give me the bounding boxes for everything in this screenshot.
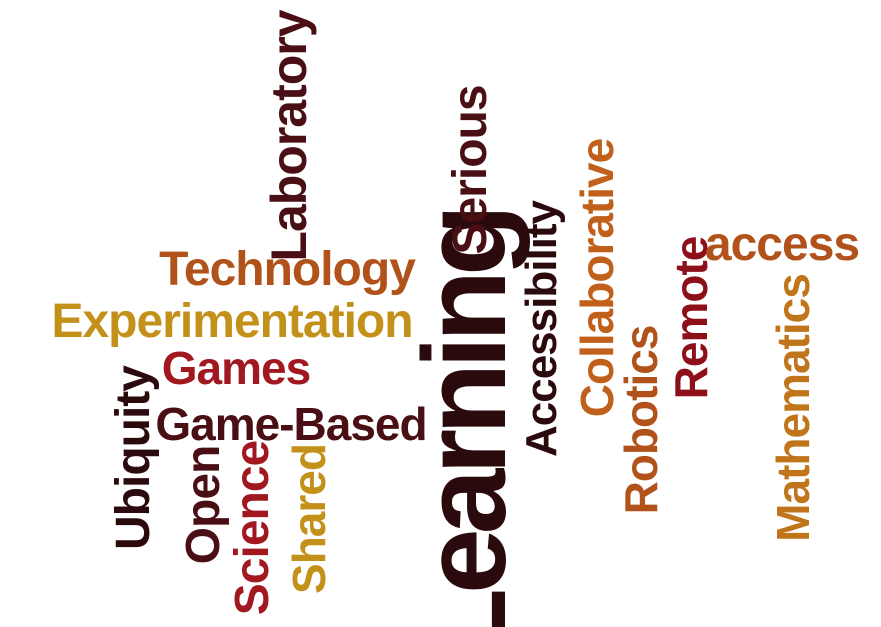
word-technology: Technology <box>159 243 416 296</box>
word-shared: Shared <box>283 444 335 594</box>
word-ubiquity: Ubiquity <box>107 366 160 550</box>
word-mathematics: Mathematics <box>767 274 819 542</box>
word-serious: Serious <box>444 85 497 255</box>
word-laboratory: Laboratory <box>261 10 317 262</box>
word-open: Open <box>177 445 230 565</box>
word-collaborative: Collaborative <box>571 138 623 418</box>
word-accessibility: Accessibility <box>517 200 566 458</box>
word-access: access <box>704 218 860 271</box>
word-science: Science <box>226 440 279 616</box>
word-experimentation: Experimentation <box>51 295 413 348</box>
word-game-based: Game-Based <box>155 398 427 450</box>
word-robotics: Robotics <box>615 325 667 515</box>
word-games: Games <box>161 342 311 394</box>
